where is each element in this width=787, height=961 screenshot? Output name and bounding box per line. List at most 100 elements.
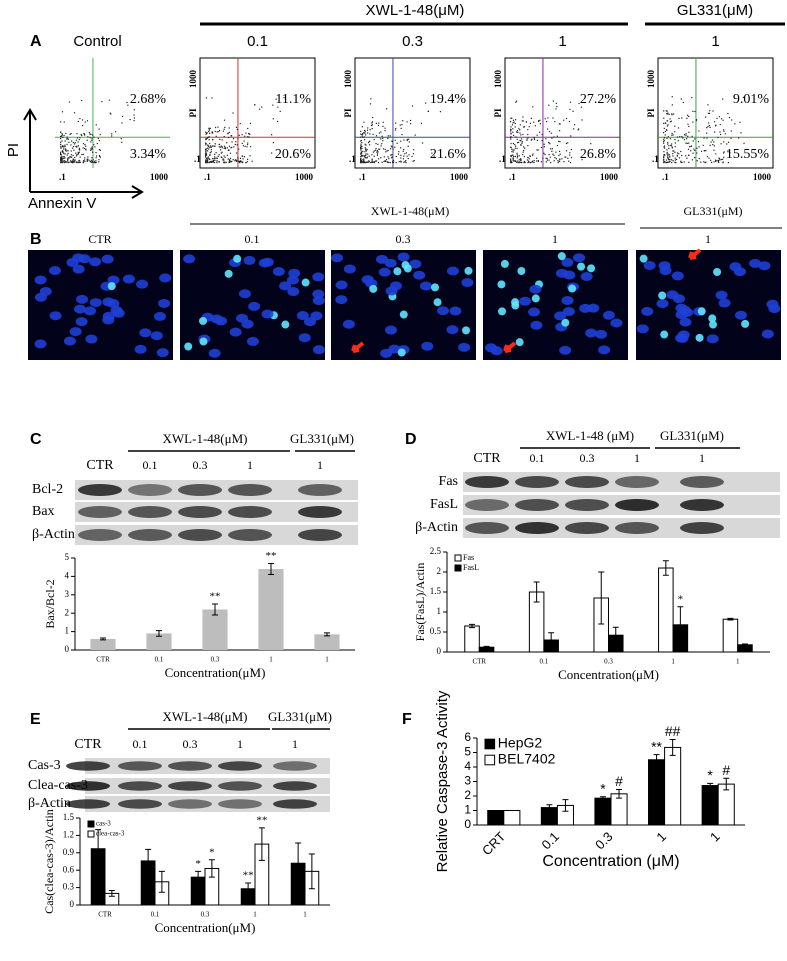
event-dot <box>231 160 233 163</box>
event-dot <box>522 153 524 156</box>
error-bar <box>616 788 623 799</box>
event-dot <box>238 134 240 136</box>
event-dot <box>60 157 63 159</box>
event-dot <box>512 157 514 159</box>
event-dot <box>60 151 62 153</box>
event-dot <box>78 139 80 141</box>
event-dot <box>663 137 666 139</box>
event-dot <box>510 136 512 138</box>
event-dot <box>60 156 62 158</box>
event-dot <box>75 152 77 154</box>
plot-frame <box>354 57 471 169</box>
event-dot <box>663 145 666 147</box>
event-dot <box>84 157 86 159</box>
event-dot <box>384 160 387 162</box>
event-dot <box>510 160 512 162</box>
y-tick-label: 0.6 <box>63 864 75 874</box>
nucleus <box>85 334 98 344</box>
event-dot <box>233 146 235 148</box>
event-dot <box>704 161 706 164</box>
event-dot <box>207 156 209 158</box>
event-dot <box>90 161 92 163</box>
y-tick-label: 2 <box>437 566 442 576</box>
event-dot <box>74 159 76 161</box>
event-dot <box>60 158 62 160</box>
event-dot <box>519 158 522 160</box>
event-dot <box>516 142 519 144</box>
event-dot <box>373 161 375 164</box>
column-header: 0.1 <box>530 451 545 465</box>
significance: ** <box>210 591 221 603</box>
event-dot <box>360 145 362 147</box>
blot-band <box>178 484 222 496</box>
event-dot <box>224 161 226 164</box>
event-dot <box>688 161 690 163</box>
event-dot <box>373 161 376 163</box>
event-dot <box>364 149 367 151</box>
event-dot <box>663 142 665 144</box>
y-tick-label: 0 <box>70 899 75 909</box>
micrograph <box>483 250 628 360</box>
event-dot <box>408 138 410 140</box>
axis-tick-label: 1000 <box>188 70 198 89</box>
event-dot <box>62 146 64 148</box>
event-dot <box>223 155 225 157</box>
event-dot <box>225 161 227 163</box>
event-dot <box>91 139 93 141</box>
event-dot <box>254 104 256 106</box>
event-dot <box>364 156 366 158</box>
nucleus <box>74 304 87 314</box>
event-dot <box>567 157 569 159</box>
event-dot <box>90 133 92 136</box>
event-dot <box>673 150 675 152</box>
event-dot <box>214 159 216 161</box>
event-dot <box>72 158 74 160</box>
column-header: 0.3 <box>396 232 411 246</box>
event-dot <box>86 139 88 141</box>
event-dot <box>91 160 94 162</box>
event-dot <box>365 157 367 159</box>
axis-label: PI <box>5 143 22 157</box>
event-dot <box>523 126 526 128</box>
column-header: 1 <box>237 737 243 751</box>
event-dot <box>672 150 674 152</box>
event-dot <box>668 145 670 147</box>
nucleus <box>288 268 301 278</box>
drug-label: XWL-1-48(μM) <box>163 709 248 724</box>
event-dot <box>77 153 79 155</box>
nucleus <box>403 264 412 273</box>
bar <box>648 759 666 826</box>
legend-label: Fas <box>463 553 474 562</box>
nucleus <box>75 317 88 327</box>
column-header: 1 <box>247 458 253 472</box>
blot-band <box>465 499 509 511</box>
event-dot <box>207 161 209 164</box>
event-dot <box>89 149 92 151</box>
event-dot <box>680 98 682 100</box>
nucleus <box>610 318 623 328</box>
event-dot <box>363 159 365 162</box>
event-dot <box>565 142 568 145</box>
nucleus <box>562 307 575 317</box>
event-dot <box>672 160 674 162</box>
nucleus <box>298 333 311 343</box>
event-dot <box>398 151 400 153</box>
blot-band <box>118 761 162 771</box>
event-dot <box>558 130 561 132</box>
event-dot <box>556 105 558 108</box>
y-tick-label: 5 <box>464 745 471 759</box>
event-dot <box>82 161 84 163</box>
event-dot <box>727 112 729 115</box>
event-dot <box>665 161 667 164</box>
y-axis-label: Fas(FasL)/Actin <box>413 563 427 642</box>
event-dot <box>669 160 671 162</box>
drug-label: XWL-1-48(μM) <box>163 431 248 446</box>
column-header: CTR <box>473 451 501 466</box>
column-header: 0.3 <box>193 458 208 472</box>
blot-band <box>465 476 509 488</box>
event-dot <box>696 160 698 162</box>
event-dot <box>373 155 375 157</box>
event-dot <box>516 161 518 163</box>
event-dot <box>368 144 371 146</box>
x-axis-label: Concentration (μM) <box>542 853 679 870</box>
